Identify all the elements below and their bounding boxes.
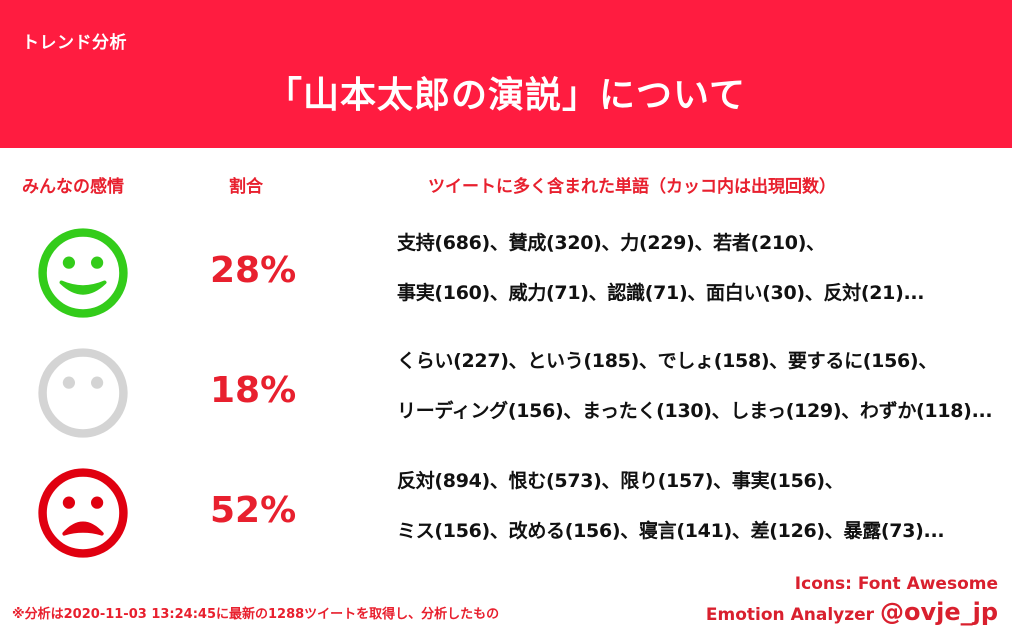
app-name: Emotion Analyzer [705, 605, 875, 625]
words-line: リーディング(156)、まったく(130)、しまっ(129)、わずか(118).… [397, 400, 993, 422]
words-line: 事実(160)、威力(71)、認識(71)、面白い(30)、反対(21)... [397, 282, 925, 304]
percent-negative: 52% [210, 490, 297, 531]
smile-icon [38, 228, 128, 318]
meh-icon [38, 348, 128, 438]
author-handle: @ovje_jp [879, 598, 998, 626]
column-header-ratio: 割合 [229, 177, 263, 197]
percent-neutral: 18% [210, 370, 297, 411]
header-banner: トレンド分析 「山本太郎の演説」について [0, 0, 1012, 148]
analysis-footnote: ※分析は2020-11-03 13:24:45に最新の1288ツイートを取得し、… [12, 607, 500, 622]
emotion-row-neutral: 18% くらい(227)、という(185)、でしょ(158)、要するに(156)… [0, 338, 1012, 458]
app-credit: Emotion Analyzer @ovje_jp [706, 598, 998, 626]
words-line: 反対(894)、恨む(573)、限り(157)、事実(156)、 [397, 470, 844, 492]
emotion-row-positive: 28% 支持(686)、賛成(320)、力(229)、若者(210)、 事実(1… [0, 218, 1012, 338]
frown-icon [38, 468, 128, 558]
words-negative: 反対(894)、恨む(573)、限り(157)、事実(156)、 ミス(156)… [397, 468, 945, 568]
words-line: くらい(227)、という(185)、でしょ(158)、要するに(156)、 [397, 350, 938, 372]
header-kicker: トレンド分析 [22, 33, 127, 53]
words-line: 支持(686)、賛成(320)、力(229)、若者(210)、 [397, 232, 825, 254]
icons-credit: Icons: Font Awesome [794, 574, 998, 594]
words-line: ミス(156)、改める(156)、寝言(141)、差(126)、暴露(73)..… [397, 520, 945, 542]
words-positive: 支持(686)、賛成(320)、力(229)、若者(210)、 事実(160)、… [397, 230, 925, 330]
percent-positive: 28% [210, 250, 297, 291]
words-neutral: くらい(227)、という(185)、でしょ(158)、要するに(156)、 リー… [397, 348, 993, 448]
column-header-emotion: みんなの感情 [22, 177, 124, 197]
page-title: 「山本太郎の演説」について [266, 75, 746, 116]
column-header-words: ツイートに多く含まれた単語（カッコ内は出現回数） [428, 177, 836, 197]
emotion-row-negative: 52% 反対(894)、恨む(573)、限り(157)、事実(156)、 ミス(… [0, 458, 1012, 578]
